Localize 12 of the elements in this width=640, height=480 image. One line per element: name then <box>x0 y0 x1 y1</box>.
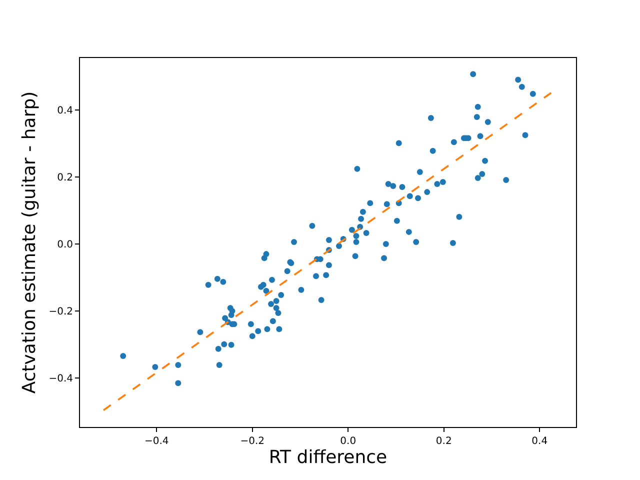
y-tick-label: −0.2 <box>48 306 73 318</box>
x-tick-label: −0.2 <box>240 436 265 447</box>
y-tick-label: −0.4 <box>48 374 73 385</box>
y-tick-label: 0.2 <box>57 172 73 184</box>
y-axis-title: Actvation estimate (guitar - harp) <box>18 91 40 394</box>
y-tick-label: 0.4 <box>57 105 73 116</box>
x-tick-label: 0.0 <box>340 436 356 447</box>
x-tick-label: 0.2 <box>436 436 452 447</box>
x-tick-label: −0.4 <box>144 436 169 447</box>
y-tick-label: 0.0 <box>57 240 73 251</box>
x-axis-title: RT difference <box>268 447 388 468</box>
x-tick-label: 0.4 <box>532 436 548 447</box>
